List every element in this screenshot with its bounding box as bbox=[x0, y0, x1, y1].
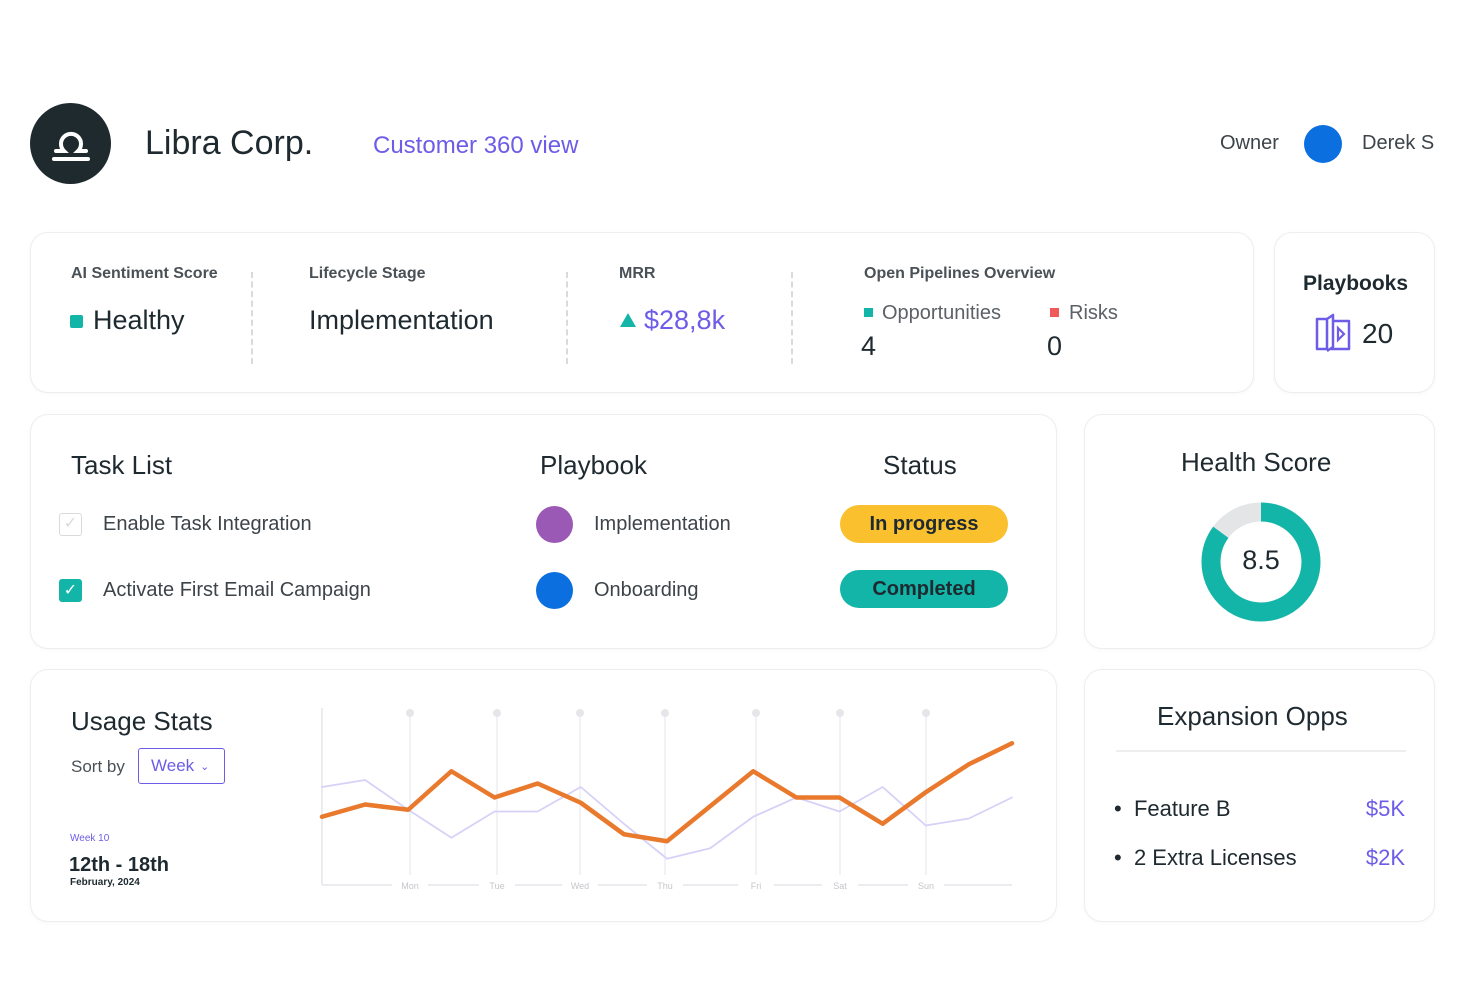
playbook-dot-implementation bbox=[536, 506, 573, 543]
tick-bg bbox=[479, 879, 515, 891]
sentiment-label: AI Sentiment Score bbox=[71, 265, 218, 282]
task-list-title: Task List bbox=[71, 450, 173, 480]
week-label: Week 10 bbox=[70, 833, 110, 844]
usage-chart: Mon Tue Wed Thu Fri Sat Sun bbox=[319, 708, 1015, 891]
lifecycle-value: Implementation bbox=[309, 305, 494, 335]
chevron-down-icon: ⌄ bbox=[200, 760, 210, 773]
x-tick-label: Tue bbox=[489, 881, 504, 891]
libra-icon bbox=[51, 131, 90, 161]
lifecycle-label: Lifecycle Stage bbox=[309, 265, 426, 282]
x-tick-label: Mon bbox=[401, 881, 419, 891]
tick-bg bbox=[647, 879, 683, 891]
sort-dropdown[interactable]: Week ⌄ bbox=[138, 748, 225, 784]
company-name: Libra Corp. bbox=[145, 124, 314, 162]
status-badge-completed: Completed bbox=[840, 570, 1008, 608]
grid-marker bbox=[493, 709, 501, 717]
risks-marker bbox=[1050, 308, 1059, 317]
task-name: Activate First Email Campaign bbox=[103, 579, 371, 601]
risks-count: 0 bbox=[1047, 331, 1063, 361]
divider bbox=[1116, 750, 1406, 752]
opportunities-count: 4 bbox=[861, 331, 877, 361]
x-tick-label: Sat bbox=[833, 881, 847, 891]
grid-marker bbox=[661, 709, 669, 717]
customer-360-link[interactable]: Customer 360 view bbox=[373, 132, 579, 159]
grid-marker bbox=[836, 709, 844, 717]
mrr-label: MRR bbox=[619, 265, 656, 282]
tick-bg bbox=[562, 879, 598, 891]
expansion-item-value: $2K bbox=[1365, 845, 1405, 870]
healthy-marker bbox=[70, 315, 83, 328]
expansion-item: • 2 Extra Licenses $2K bbox=[1114, 845, 1405, 871]
book-play-icon bbox=[1315, 313, 1351, 353]
x-tick-label: Wed bbox=[571, 881, 589, 891]
grid-marker bbox=[576, 709, 584, 717]
x-tick-label: Sun bbox=[918, 881, 934, 891]
sort-value: Week bbox=[151, 756, 195, 775]
grid-marker bbox=[922, 709, 930, 717]
health-score-value: 8.5 bbox=[1242, 545, 1280, 575]
playbooks-card[interactable] bbox=[1274, 232, 1435, 393]
task-name: Enable Task Integration bbox=[103, 513, 312, 535]
opportunities-marker bbox=[864, 308, 873, 317]
risks-label: Risks bbox=[1069, 302, 1118, 324]
expansion-item: • Feature B $5K bbox=[1114, 796, 1405, 822]
status-badge-in-progress: In progress bbox=[840, 505, 1008, 543]
month-label: February, 2024 bbox=[70, 877, 140, 888]
status-column-header: Status bbox=[883, 450, 957, 480]
sort-by-label: Sort by bbox=[71, 757, 125, 776]
date-range: 12th - 18th bbox=[69, 854, 170, 876]
expansion-item-value: $5K bbox=[1365, 796, 1405, 821]
divider bbox=[566, 272, 568, 364]
bullet: • bbox=[1114, 796, 1134, 821]
grid-marker bbox=[406, 709, 414, 717]
playbook-name: Onboarding bbox=[594, 579, 699, 601]
expansion-item-name: Feature B bbox=[1133, 796, 1231, 821]
owner-name: Derek S bbox=[1362, 132, 1435, 154]
task-checkbox-checked[interactable]: ✓ bbox=[59, 579, 82, 602]
usage-series-line-primary bbox=[319, 741, 1015, 844]
usage-series-line-secondary bbox=[321, 779, 1013, 860]
mrr-value: $28,8k bbox=[644, 305, 726, 335]
sentiment-value: Healthy bbox=[93, 305, 185, 335]
opportunities-label: Opportunities bbox=[882, 302, 1001, 324]
usage-stats-card bbox=[30, 669, 1057, 922]
playbooks-count: 20 bbox=[1362, 318, 1394, 349]
x-tick-label: Thu bbox=[657, 881, 673, 891]
donut-fill bbox=[1201, 502, 1321, 622]
tick-bg bbox=[822, 879, 858, 891]
divider bbox=[251, 272, 253, 364]
expansion-opps-title: Expansion Opps bbox=[1157, 701, 1348, 731]
pipelines-label: Open Pipelines Overview bbox=[864, 265, 1056, 282]
owner-avatar[interactable] bbox=[1304, 125, 1342, 163]
divider bbox=[791, 272, 793, 364]
playbook-dot-onboarding bbox=[536, 572, 573, 609]
playbooks-label: Playbooks bbox=[1303, 272, 1409, 295]
x-tick-label: Fri bbox=[751, 881, 762, 891]
grid-marker bbox=[752, 709, 760, 717]
tick-bg bbox=[908, 879, 944, 891]
playbook-name: Implementation bbox=[594, 513, 731, 535]
company-logo bbox=[30, 103, 111, 184]
owner-label: Owner bbox=[1220, 132, 1279, 154]
expansion-opps-card bbox=[1084, 669, 1435, 922]
health-score-donut bbox=[1201, 502, 1321, 622]
health-score-title: Health Score bbox=[1181, 447, 1332, 477]
playbook-column-header: Playbook bbox=[540, 450, 647, 480]
task-checkbox-unchecked[interactable]: ✓ bbox=[59, 513, 82, 536]
usage-stats-title: Usage Stats bbox=[71, 706, 213, 736]
trend-up-icon bbox=[620, 313, 636, 327]
bullet: • bbox=[1114, 845, 1134, 870]
tick-bg bbox=[392, 879, 428, 891]
expansion-item-name: 2 Extra Licenses bbox=[1133, 845, 1297, 870]
tick-bg bbox=[738, 879, 774, 891]
